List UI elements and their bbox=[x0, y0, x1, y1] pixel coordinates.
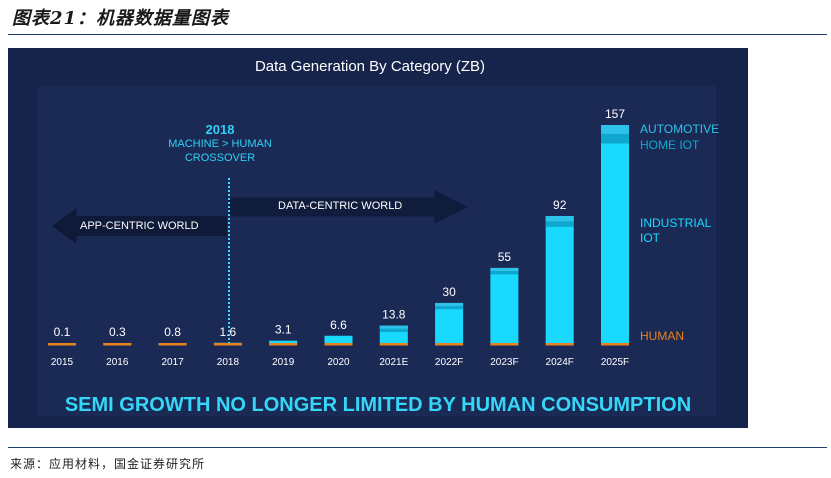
bar-automotive-2022F bbox=[435, 302, 464, 306]
legend-industrial-line1: INDUSTRIAL bbox=[640, 216, 712, 230]
crossover-annotation: 2018 MACHINE > HUMAN CROSSOVER bbox=[150, 123, 290, 165]
x-tick-2020: 2020 bbox=[327, 357, 350, 368]
bar-human-2024F bbox=[545, 343, 574, 346]
value-label-2023F: 55 bbox=[498, 250, 512, 264]
bar-automotive-2023F bbox=[490, 267, 519, 272]
value-label-2024F: 92 bbox=[553, 198, 567, 212]
crossover-line1: MACHINE > HUMAN bbox=[168, 138, 272, 150]
x-tick-2016: 2016 bbox=[106, 357, 129, 368]
x-tick-2021E: 2021E bbox=[379, 357, 408, 368]
value-label-2022F: 30 bbox=[442, 285, 456, 299]
bar-2019 bbox=[269, 340, 298, 345]
bar-human-2022F bbox=[435, 343, 464, 346]
bar-2020 bbox=[324, 335, 353, 345]
right-arrow-label: DATA-CENTRIC WORLD bbox=[278, 200, 403, 212]
bar-2024F bbox=[545, 216, 574, 345]
bar-human-2019 bbox=[269, 343, 298, 346]
bar-automotive-2024F bbox=[545, 216, 574, 222]
legend-human: HUMAN bbox=[640, 329, 684, 343]
bar-human-2025F bbox=[601, 343, 629, 346]
legend-automotive: AUTOMOTIVE bbox=[640, 122, 720, 136]
left-arrow-label: APP-CENTRIC WORLD bbox=[80, 220, 199, 232]
crossover-year: 2018 bbox=[205, 122, 235, 137]
x-tick-2022F: 2022F bbox=[435, 357, 463, 368]
bar-human-2020 bbox=[324, 343, 353, 346]
bar-automotive-2025F bbox=[601, 125, 629, 134]
value-label-2016: 0.3 bbox=[109, 325, 126, 339]
bottom-banner: SEMI GROWTH NO LONGER LIMITED BY HUMAN C… bbox=[64, 394, 692, 416]
bar-human-2015 bbox=[48, 343, 76, 346]
bar-home-iot-2022F bbox=[435, 305, 464, 310]
x-tick-2024F: 2024F bbox=[546, 357, 574, 368]
bar-home-iot-2023F bbox=[490, 271, 519, 275]
x-tick-2025F: 2025F bbox=[601, 357, 629, 368]
x-tick-2018: 2018 bbox=[217, 357, 240, 368]
bar-human-2018 bbox=[213, 343, 242, 346]
crossover-dotted-line bbox=[228, 178, 230, 344]
figure-title: 图表21：机器数据量图表 bbox=[12, 8, 230, 29]
bar-human-2017 bbox=[158, 343, 187, 346]
bar-2023F bbox=[490, 267, 519, 345]
x-tick-2015: 2015 bbox=[51, 357, 74, 368]
value-label-2019: 3.1 bbox=[275, 323, 292, 337]
chart-title: Data Generation By Category (ZB) bbox=[254, 58, 486, 75]
value-label-2021E: 13.8 bbox=[382, 308, 406, 322]
top-rule bbox=[8, 34, 827, 35]
bottom-rule bbox=[8, 447, 827, 448]
legend-industrial-line2: IOT bbox=[640, 231, 660, 245]
bar-human-2016 bbox=[103, 343, 132, 346]
bar-home-iot-2021E bbox=[379, 328, 408, 332]
value-label-2020: 6.6 bbox=[330, 318, 347, 332]
value-label-2015: 0.1 bbox=[54, 325, 71, 339]
value-label-2017: 0.8 bbox=[164, 325, 181, 339]
legend-home-iot: HOME IOT bbox=[640, 138, 700, 152]
source-note: 来源：应用材料，国金证券研究所 bbox=[10, 457, 206, 471]
bar-automotive-2021E bbox=[379, 325, 408, 329]
value-label-2025F: 157 bbox=[605, 107, 625, 121]
bar-2022F bbox=[435, 302, 464, 345]
bar-home-iot-2024F bbox=[545, 221, 574, 227]
bar-human-2023F bbox=[490, 343, 519, 346]
bar-home-iot-2025F bbox=[601, 133, 629, 144]
bar-human-2021E bbox=[379, 343, 408, 346]
x-tick-2023F: 2023F bbox=[490, 357, 518, 368]
x-tick-2019: 2019 bbox=[272, 357, 295, 368]
value-label-2018: 1.6 bbox=[220, 325, 237, 339]
bar-2025F bbox=[601, 125, 629, 345]
x-tick-2017: 2017 bbox=[161, 357, 184, 368]
crossover-line2: CROSSOVER bbox=[184, 152, 256, 164]
